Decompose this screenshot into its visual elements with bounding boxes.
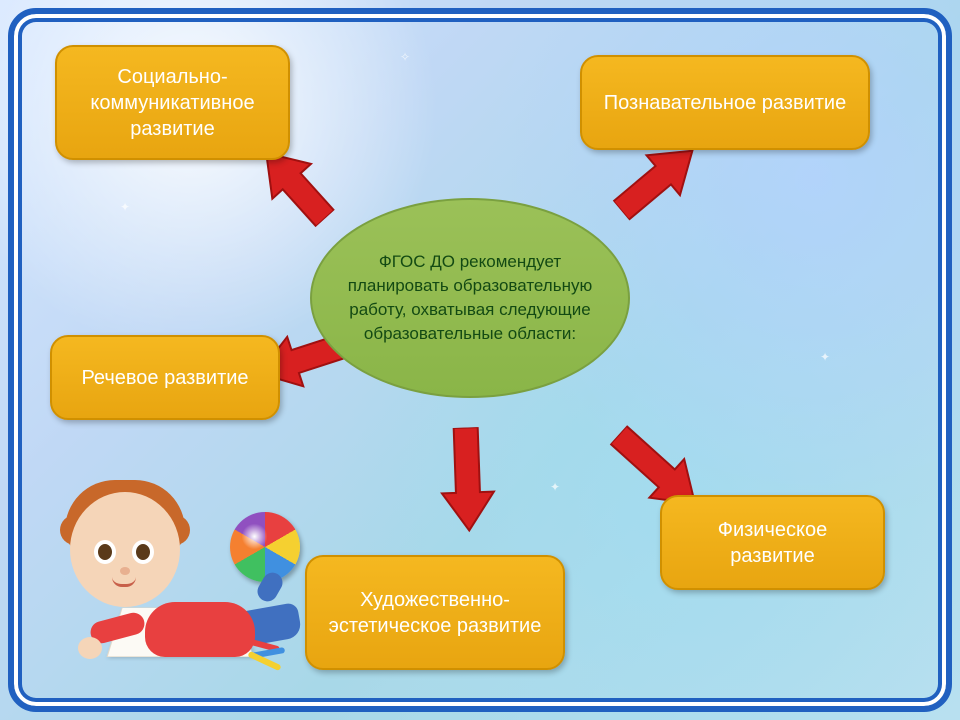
node-cognitive: Познавательное развитие xyxy=(580,55,870,150)
node-artistic: Художественно-эстетическое развитие xyxy=(305,555,565,670)
crayons-icon xyxy=(245,642,295,667)
node-label: Физическое развитие xyxy=(674,517,871,569)
node-label: Речевое развитие xyxy=(81,365,248,391)
center-text: ФГОС ДО рекомендует планировать образова… xyxy=(337,250,603,345)
child-illustration xyxy=(30,442,320,702)
child-body xyxy=(60,492,270,672)
node-label: Познавательное развитие xyxy=(604,90,846,116)
node-social-communicative: Социально-коммуникативное развитие xyxy=(55,45,290,160)
arrow-to-bc xyxy=(436,426,500,533)
node-speech: Речевое развитие xyxy=(50,335,280,420)
node-label: Художественно-эстетическое развитие xyxy=(319,587,551,639)
node-physical: Физическое развитие xyxy=(660,495,885,590)
center-node: ФГОС ДО рекомендует планировать образова… xyxy=(310,198,630,398)
node-label: Социально-коммуникативное развитие xyxy=(69,64,276,142)
